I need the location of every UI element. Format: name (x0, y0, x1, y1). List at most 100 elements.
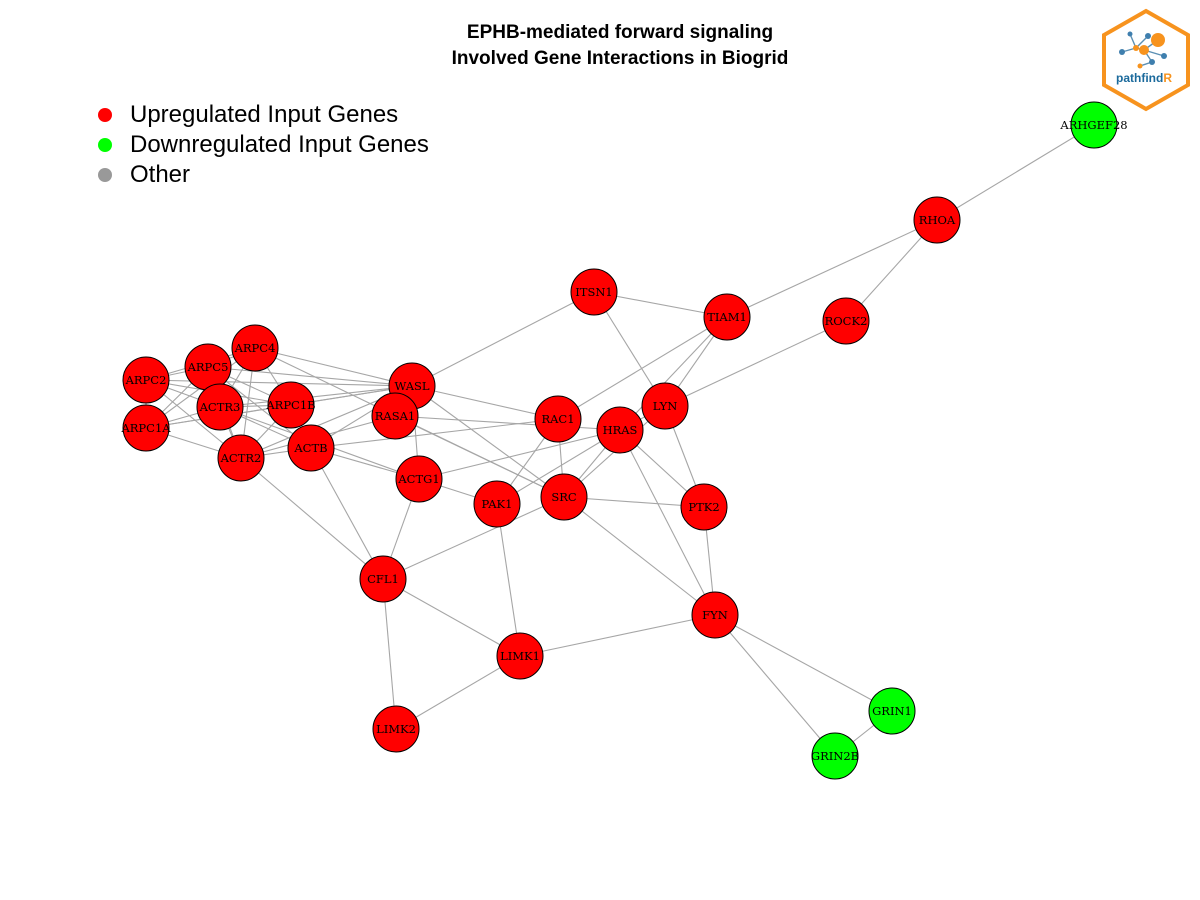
node-label-cfl1: CFL1 (367, 572, 399, 586)
edge-arpc5-wasl (207, 366, 413, 387)
edge-limk1-fyn (519, 614, 716, 657)
node-arpc1a: ARPC1A (120, 404, 171, 452)
node-actg1: ACTG1 (395, 455, 443, 503)
node-actr2: ACTR2 (217, 434, 265, 482)
logo-text: pathfindR (1116, 71, 1172, 85)
node-label-fyn: FYN (702, 608, 728, 622)
node-label-lyn: LYN (653, 399, 678, 413)
node-label-arpc1b: ARPC1B (265, 398, 315, 412)
node-actr3: ACTR3 (196, 383, 244, 431)
node-circle-hras (596, 406, 644, 454)
edge-rasa1-hras (394, 415, 621, 431)
legend-dot-upregulated (98, 108, 112, 122)
edge-tiam1-hras (619, 316, 728, 431)
node-label-rasa1: RASA1 (375, 409, 415, 423)
legend-item-other: Other (96, 160, 429, 190)
node-circle-itsn1 (570, 268, 618, 316)
node-circle-arpc4 (231, 324, 279, 372)
edge-rasa1-src (394, 415, 565, 498)
node-circle-rhoa (913, 196, 961, 244)
node-label-src: SRC (551, 490, 577, 504)
legend-item-downregulated: Downregulated Input Genes (96, 130, 429, 160)
node-limk1: LIMK1 (496, 632, 544, 680)
node-label-actr2: ACTR2 (220, 451, 262, 465)
node-fyn: FYN (691, 591, 739, 639)
chart-title: EPHB-mediated forward signaling Involved… (300, 20, 940, 72)
node-label-rhoa: RHOA (919, 213, 956, 227)
node-label-arpc1a: ARPC1A (120, 421, 171, 435)
edge-arpc4-wasl (254, 347, 413, 387)
node-circle-arpc2 (122, 356, 170, 404)
edge-hras-fyn (619, 429, 716, 616)
node-circle-rock2 (822, 297, 870, 345)
title-line-2: Involved Gene Interactions in Biogrid (451, 48, 789, 69)
edge-cfl1-limk2 (382, 578, 397, 730)
node-label-arpc5: ARPC5 (187, 360, 229, 374)
node-label-itsn1: ITSN1 (575, 285, 612, 299)
node-arpc5: ARPC5 (184, 343, 232, 391)
node-label-arpc4: ARPC4 (234, 341, 276, 355)
node-actb: ACTB (287, 424, 335, 472)
node-cfl1: CFL1 (359, 555, 407, 603)
node-label-rock2: ROCK2 (825, 314, 868, 328)
edge-wasl-rac1 (411, 385, 559, 420)
node-label-limk1: LIMK1 (500, 649, 540, 663)
node-circle-src (540, 473, 588, 521)
node-label-actr3: ACTR3 (199, 400, 241, 414)
node-label-grin1: GRIN1 (872, 704, 912, 718)
node-circle-fyn (691, 591, 739, 639)
node-itsn1: ITSN1 (570, 268, 618, 316)
edge-actg1-hras (418, 429, 621, 480)
edge-actr2-cfl1 (240, 457, 384, 580)
node-circle-lyn (641, 382, 689, 430)
edge-src-fyn (563, 496, 716, 616)
node-lyn: LYN (641, 382, 689, 430)
title-line-1: EPHB-mediated forward signaling (466, 22, 774, 43)
edge-itsn1-wasl (411, 291, 595, 387)
node-label-rac1: RAC1 (541, 412, 574, 426)
edge-limk1-limk2 (395, 655, 521, 730)
legend: Upregulated Input Genes Downregulated In… (96, 100, 429, 190)
node-rhoa: RHOA (913, 196, 961, 244)
node-label-actb: ACTB (293, 441, 327, 455)
node-circle-pak1 (473, 480, 521, 528)
node-rock2: ROCK2 (822, 297, 870, 345)
node-circle-ptk2 (680, 483, 728, 531)
node-ptk2: PTK2 (680, 483, 728, 531)
edge-fyn-grin1 (714, 614, 893, 712)
legend-label-other: Other (130, 161, 191, 188)
edge-actb-cfl1 (310, 447, 384, 580)
node-circle-limk1 (496, 632, 544, 680)
node-circle-cfl1 (359, 555, 407, 603)
legend-label-upregulated: Upregulated Input Genes (130, 101, 399, 128)
node-label-tiam1: TIAM1 (707, 310, 747, 324)
node-rac1: RAC1 (534, 395, 582, 443)
node-tiam1: TIAM1 (703, 293, 751, 341)
node-pak1: PAK1 (473, 480, 521, 528)
node-label-arpc2: ARPC2 (125, 373, 167, 387)
edge-cfl1-limk1 (382, 578, 521, 657)
edge-src-cfl1 (382, 496, 565, 580)
node-label-hras: HRAS (603, 423, 638, 437)
legend-dot-downregulated (98, 138, 112, 152)
node-label-pak1: PAK1 (482, 497, 513, 511)
node-circle-rasa1 (371, 392, 419, 440)
node-grin2b: GRIN2B (811, 732, 859, 780)
edge-rhoa-tiam1 (726, 219, 938, 318)
node-arhgef28: ARHGEF28 (1059, 101, 1128, 149)
node-hras: HRAS (596, 406, 644, 454)
node-circle-actg1 (395, 455, 443, 503)
node-arpc1b: ARPC1B (265, 381, 316, 429)
pathfindr-logo: pathfindR (1102, 8, 1190, 112)
node-circle-grin1 (868, 687, 916, 735)
node-circle-actr3 (196, 383, 244, 431)
legend-item-upregulated: Upregulated Input Genes (96, 100, 429, 130)
node-circle-limk2 (372, 705, 420, 753)
edge-actr3-wasl (219, 385, 413, 408)
edge-pak1-limk1 (496, 503, 521, 657)
edge-actb-rac1 (310, 418, 559, 449)
edge-hras-pak1 (496, 429, 621, 505)
node-label-limk2: LIMK2 (376, 722, 416, 736)
node-circle-actr2 (217, 434, 265, 482)
